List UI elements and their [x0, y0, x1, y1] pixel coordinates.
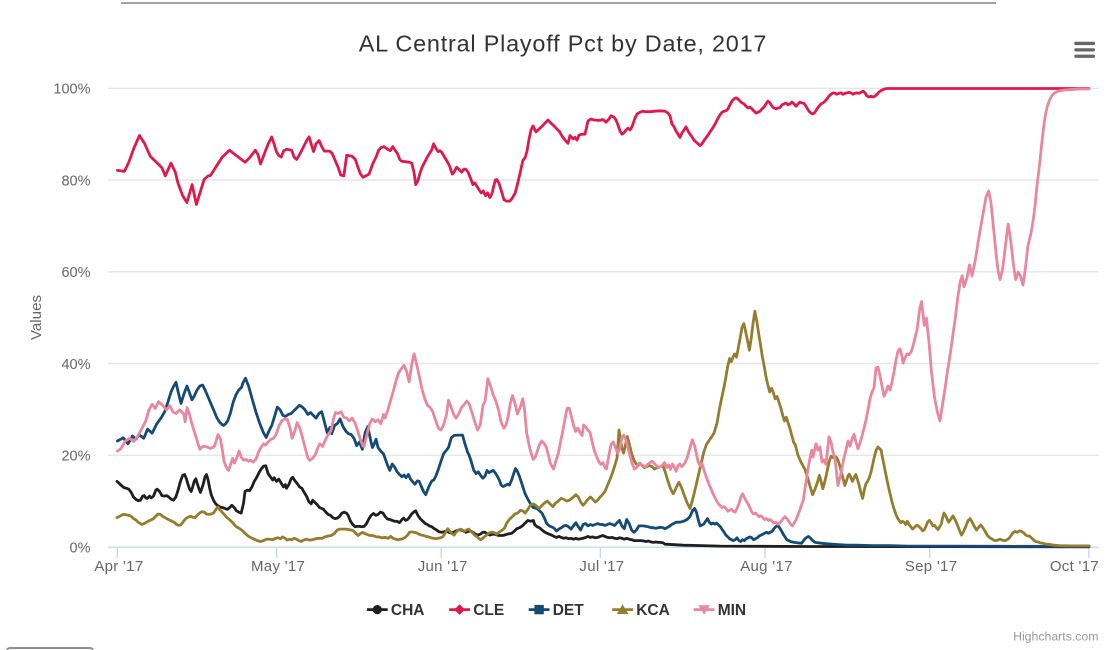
svg-text:0%: 0%: [70, 540, 91, 556]
svg-text:KCA: KCA: [636, 602, 670, 619]
svg-text:60%: 60%: [61, 265, 90, 281]
svg-text:CHA: CHA: [391, 602, 425, 619]
svg-text:CLE: CLE: [473, 602, 504, 619]
svg-text:Values: Values: [28, 294, 45, 340]
svg-text:Jun '17: Jun '17: [418, 558, 468, 575]
svg-text:Highcharts.com: Highcharts.com: [1013, 630, 1098, 644]
svg-text:20%: 20%: [61, 449, 90, 465]
svg-text:May '17: May '17: [251, 558, 305, 575]
svg-text:Aug '17: Aug '17: [740, 558, 793, 575]
svg-text:100%: 100%: [53, 82, 90, 98]
svg-text:Sep '17: Sep '17: [905, 558, 958, 575]
svg-text:80%: 80%: [61, 173, 90, 189]
svg-text:Oct '17: Oct '17: [1050, 558, 1099, 575]
svg-text:DET: DET: [553, 602, 585, 619]
svg-text:Apr '17: Apr '17: [94, 558, 143, 575]
svg-text:40%: 40%: [61, 357, 90, 373]
svg-text:MIN: MIN: [718, 602, 746, 619]
svg-text:Jul '17: Jul '17: [579, 558, 624, 575]
svg-text:AL Central Playoff Pct by Date: AL Central Playoff Pct by Date, 2017: [359, 31, 767, 57]
